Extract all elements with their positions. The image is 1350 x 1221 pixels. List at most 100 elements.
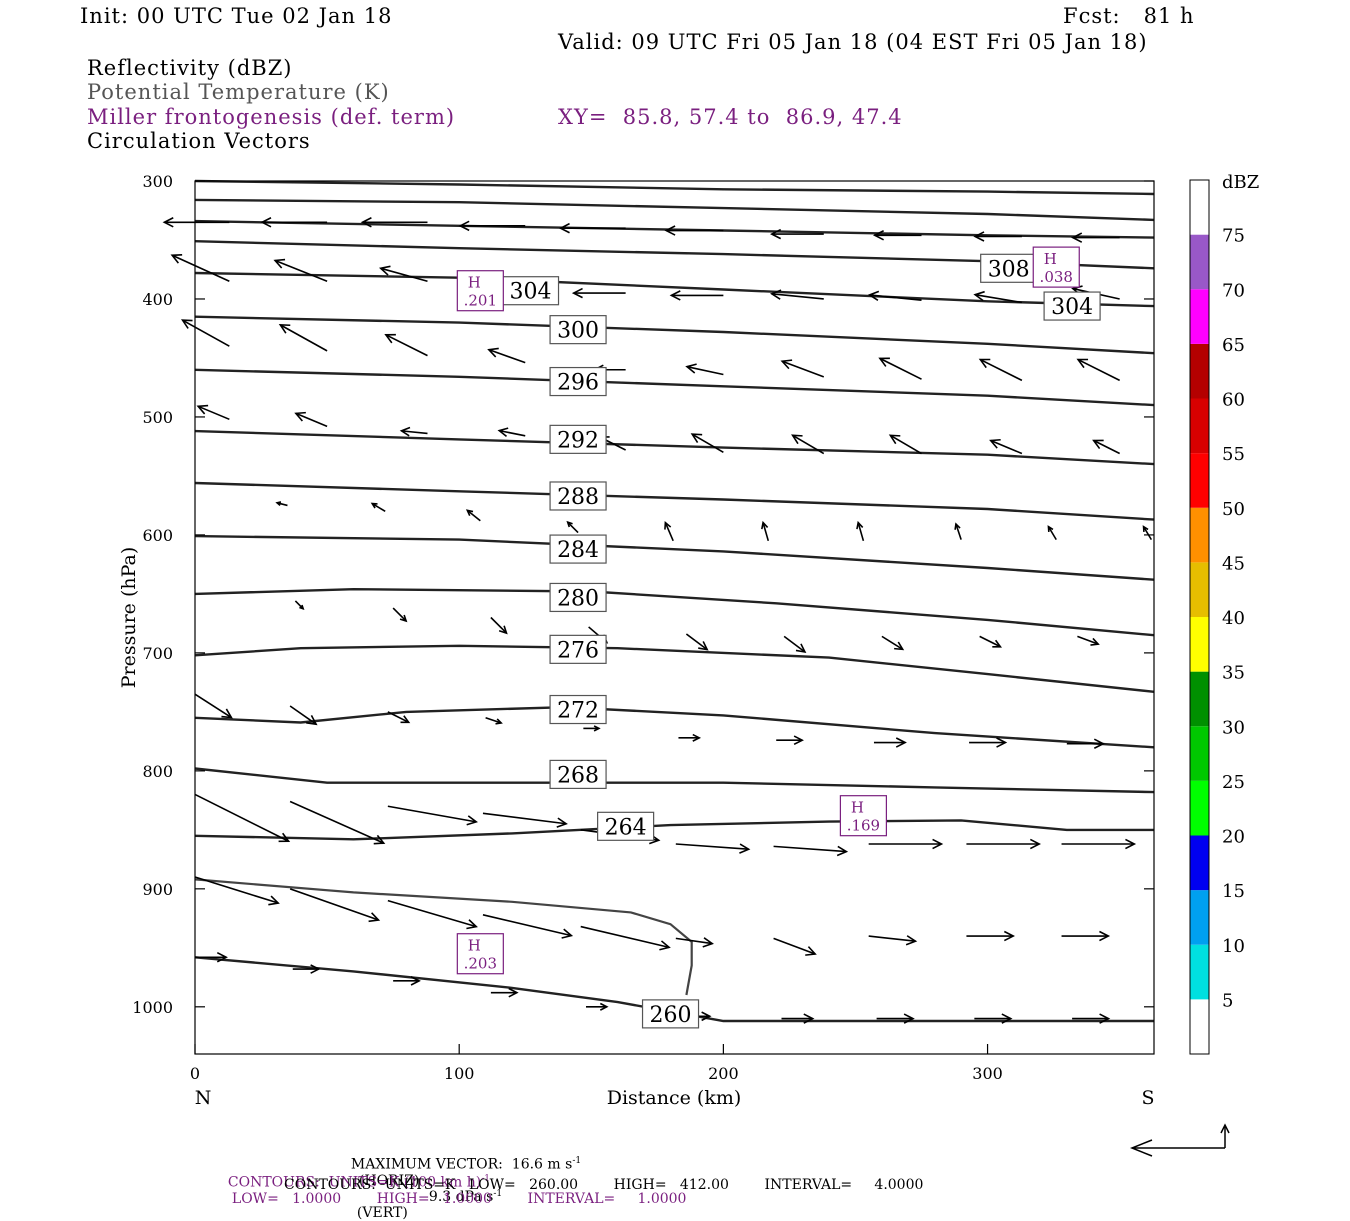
y-tick-label: 1000 xyxy=(132,998,173,1017)
colorbar-tick-label: 40 xyxy=(1222,608,1245,629)
vector-head xyxy=(1003,930,1015,942)
isentrope-label-box xyxy=(501,276,560,306)
vector-head xyxy=(399,426,411,437)
x-axis-title: Distance (km) xyxy=(607,1087,742,1109)
vector-head xyxy=(780,359,793,370)
circulation-vector xyxy=(289,800,386,845)
circulation-vector xyxy=(1061,930,1111,942)
vector-shaft xyxy=(773,845,847,853)
vector-head xyxy=(370,502,378,509)
vector-head xyxy=(894,641,905,651)
circulation-vector xyxy=(490,987,519,998)
circulation-vector xyxy=(384,333,428,357)
vector-head xyxy=(498,625,508,635)
vector-shaft xyxy=(482,914,572,937)
y-tick-label: 700 xyxy=(142,644,173,663)
vector-shaft xyxy=(490,616,508,634)
x-end-label-north: N xyxy=(195,1087,212,1109)
contours-theta: CONTOURS: UNITS=K LOW= 260.00 HIGH= 412.… xyxy=(284,1177,924,1193)
vector-shaft xyxy=(979,358,1023,382)
vector-shaft xyxy=(294,600,304,610)
vector-head xyxy=(805,946,817,956)
field-vectors: Circulation Vectors xyxy=(87,129,311,153)
circulation-vector xyxy=(170,254,230,283)
vector-head xyxy=(260,217,272,228)
vector-head xyxy=(1093,738,1105,749)
vector-shaft xyxy=(580,925,670,949)
colorbar-tick-label: 75 xyxy=(1222,226,1245,247)
circulation-vector xyxy=(370,502,386,513)
vector-shaft xyxy=(881,635,904,651)
vector-head xyxy=(903,1013,915,1024)
frontogenesis-max-value: .203 xyxy=(464,955,497,973)
vector-shaft xyxy=(675,937,713,945)
vector-head xyxy=(221,708,233,719)
frontogenesis-contours xyxy=(194,878,693,996)
colorbar-segment xyxy=(1190,234,1209,290)
circulation-vector xyxy=(979,635,1003,648)
vector-head xyxy=(992,639,1003,648)
circulation-vector xyxy=(868,935,918,946)
isentrope-label: 272 xyxy=(549,694,607,725)
vector-shaft xyxy=(868,935,916,943)
vector-head xyxy=(495,718,503,725)
vector-shaft xyxy=(274,259,328,283)
circulation-vector xyxy=(275,501,288,507)
circulation-vector xyxy=(685,363,724,376)
vector-head xyxy=(306,714,318,726)
vector-head xyxy=(664,520,672,530)
vector-head xyxy=(878,357,890,367)
circulation-vector xyxy=(685,633,709,651)
vector-head xyxy=(888,434,901,445)
isentrope-label: 276 xyxy=(549,634,607,664)
vector-shaft xyxy=(289,888,379,921)
circulation-vector xyxy=(482,812,568,828)
circulation-vector xyxy=(360,217,428,228)
colorbar-tick-label: 15 xyxy=(1222,881,1245,902)
circulation-vector xyxy=(566,520,579,534)
colorbar-tick-label: 35 xyxy=(1222,663,1245,684)
colorbar-tick-label: 65 xyxy=(1222,335,1245,356)
isentrope-label-box xyxy=(980,253,1038,283)
max-vector-horiz-tag: (HORIZ) xyxy=(358,1172,420,1189)
colorbar-segment xyxy=(1190,671,1209,727)
frontogenesis-max-box xyxy=(456,270,504,312)
circulation-vector xyxy=(664,520,674,542)
vector-head xyxy=(803,1013,815,1024)
vector-head xyxy=(599,1002,609,1011)
vector-shaft xyxy=(488,348,526,364)
isentrope-label-text: 272 xyxy=(557,699,599,724)
vector-shaft xyxy=(197,405,230,421)
vector-head xyxy=(690,433,703,443)
isentrope-label-box xyxy=(549,424,607,454)
vector-head xyxy=(561,928,574,939)
x-end-label-south: S xyxy=(1141,1087,1154,1109)
vector-shaft xyxy=(686,365,724,376)
isentrope-label: 288 xyxy=(549,481,607,511)
circulation-vector xyxy=(856,520,865,542)
vector-head xyxy=(278,832,291,843)
isentrope-label-box xyxy=(549,315,607,345)
colorbar-segment xyxy=(1190,343,1209,399)
isentrope-label: 300 xyxy=(549,315,607,345)
isentrope-label-box xyxy=(549,634,607,664)
isentrope-label-text: 296 xyxy=(557,371,599,396)
vector-head xyxy=(566,520,573,528)
vector-shaft xyxy=(783,635,806,653)
isentrope-316 xyxy=(194,198,1155,222)
vector-head xyxy=(181,319,193,329)
circulation-vector xyxy=(974,1013,1013,1024)
vector-head xyxy=(216,952,228,963)
isentrope-label-box xyxy=(597,811,655,841)
vector-head xyxy=(1099,1013,1111,1024)
circulation-vector xyxy=(872,230,922,241)
vector-shaft xyxy=(380,267,428,283)
vector-head xyxy=(399,614,408,623)
vector-head xyxy=(836,845,849,857)
isentrope-label: 284 xyxy=(549,534,607,564)
circulation-vector xyxy=(392,607,408,623)
isentrope-280 xyxy=(194,587,1155,637)
colorbar-tick-label: 50 xyxy=(1222,499,1245,520)
isentrope-label-text: 300 xyxy=(557,319,599,344)
vector-shaft xyxy=(762,522,770,542)
